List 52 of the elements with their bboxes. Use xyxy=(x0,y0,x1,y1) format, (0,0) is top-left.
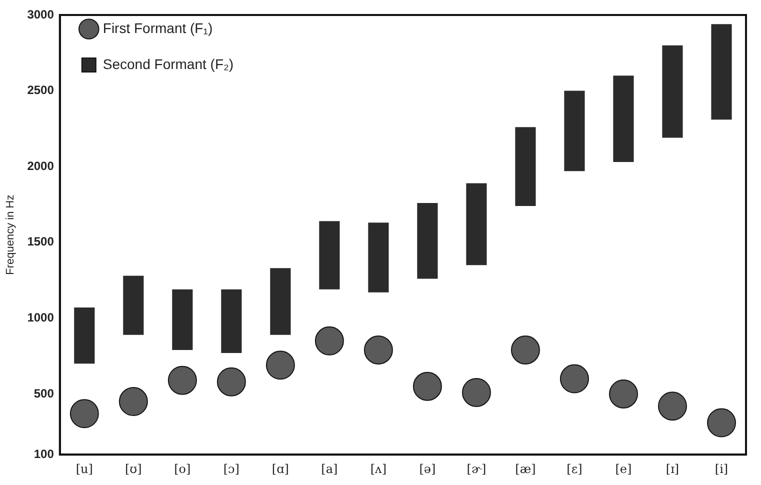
x-tick-label: [ʌ] xyxy=(370,462,387,476)
x-tick-label: [ʊ] xyxy=(125,462,142,476)
x-tick-label: [e] xyxy=(615,462,632,476)
legend-label: Second Formant (F₂) xyxy=(102,56,234,72)
y-tick-label: 2000 xyxy=(27,158,54,173)
point xyxy=(168,366,197,395)
bar xyxy=(564,90,585,172)
y-tick-label: 100 xyxy=(34,446,54,461)
point xyxy=(658,392,687,421)
x-tick-label: [ɑ] xyxy=(272,462,289,476)
bar xyxy=(221,289,242,354)
x-tick-label: [a] xyxy=(321,462,338,476)
bar xyxy=(123,276,144,335)
y-axis-title: Frequency in Hz xyxy=(4,194,17,275)
y-tick-label: 1500 xyxy=(27,234,54,249)
point xyxy=(118,387,148,416)
y-tick-label: 2500 xyxy=(27,83,54,98)
x-tick-label: [ə] xyxy=(419,462,436,476)
point xyxy=(314,326,344,356)
point xyxy=(266,350,295,380)
y-tick-label: 3000 xyxy=(27,7,54,22)
bar xyxy=(417,202,438,279)
bar xyxy=(172,289,193,350)
point xyxy=(608,379,638,408)
bar xyxy=(662,45,683,138)
point xyxy=(560,364,589,394)
legend-label: First Formant (F₁) xyxy=(102,20,213,36)
x-tick-label: [ɔ] xyxy=(223,462,240,476)
bar xyxy=(515,127,536,206)
x-tick-label: [ɪ] xyxy=(666,462,680,476)
bar xyxy=(74,308,95,364)
bar xyxy=(270,268,291,335)
x-tick-label: [o] xyxy=(174,462,191,476)
bar xyxy=(613,76,634,162)
point xyxy=(70,399,99,428)
x-tick-label: [ɛ] xyxy=(566,462,582,476)
bar xyxy=(466,183,487,266)
point xyxy=(510,336,540,365)
x-tick-label: [u] xyxy=(76,462,93,476)
y-tick-label: 1000 xyxy=(27,310,54,324)
x-tick-label: [æ] xyxy=(515,462,536,476)
x-tick-label: [i] xyxy=(714,462,728,476)
point xyxy=(364,336,393,365)
point xyxy=(412,372,442,401)
point xyxy=(216,367,246,396)
point xyxy=(706,408,736,438)
bar xyxy=(319,221,340,290)
y-tick-label: 500 xyxy=(34,386,54,400)
bar xyxy=(368,222,389,292)
bar xyxy=(711,24,732,120)
x-tick-label: [ɚ] xyxy=(466,462,486,476)
point xyxy=(462,378,491,407)
